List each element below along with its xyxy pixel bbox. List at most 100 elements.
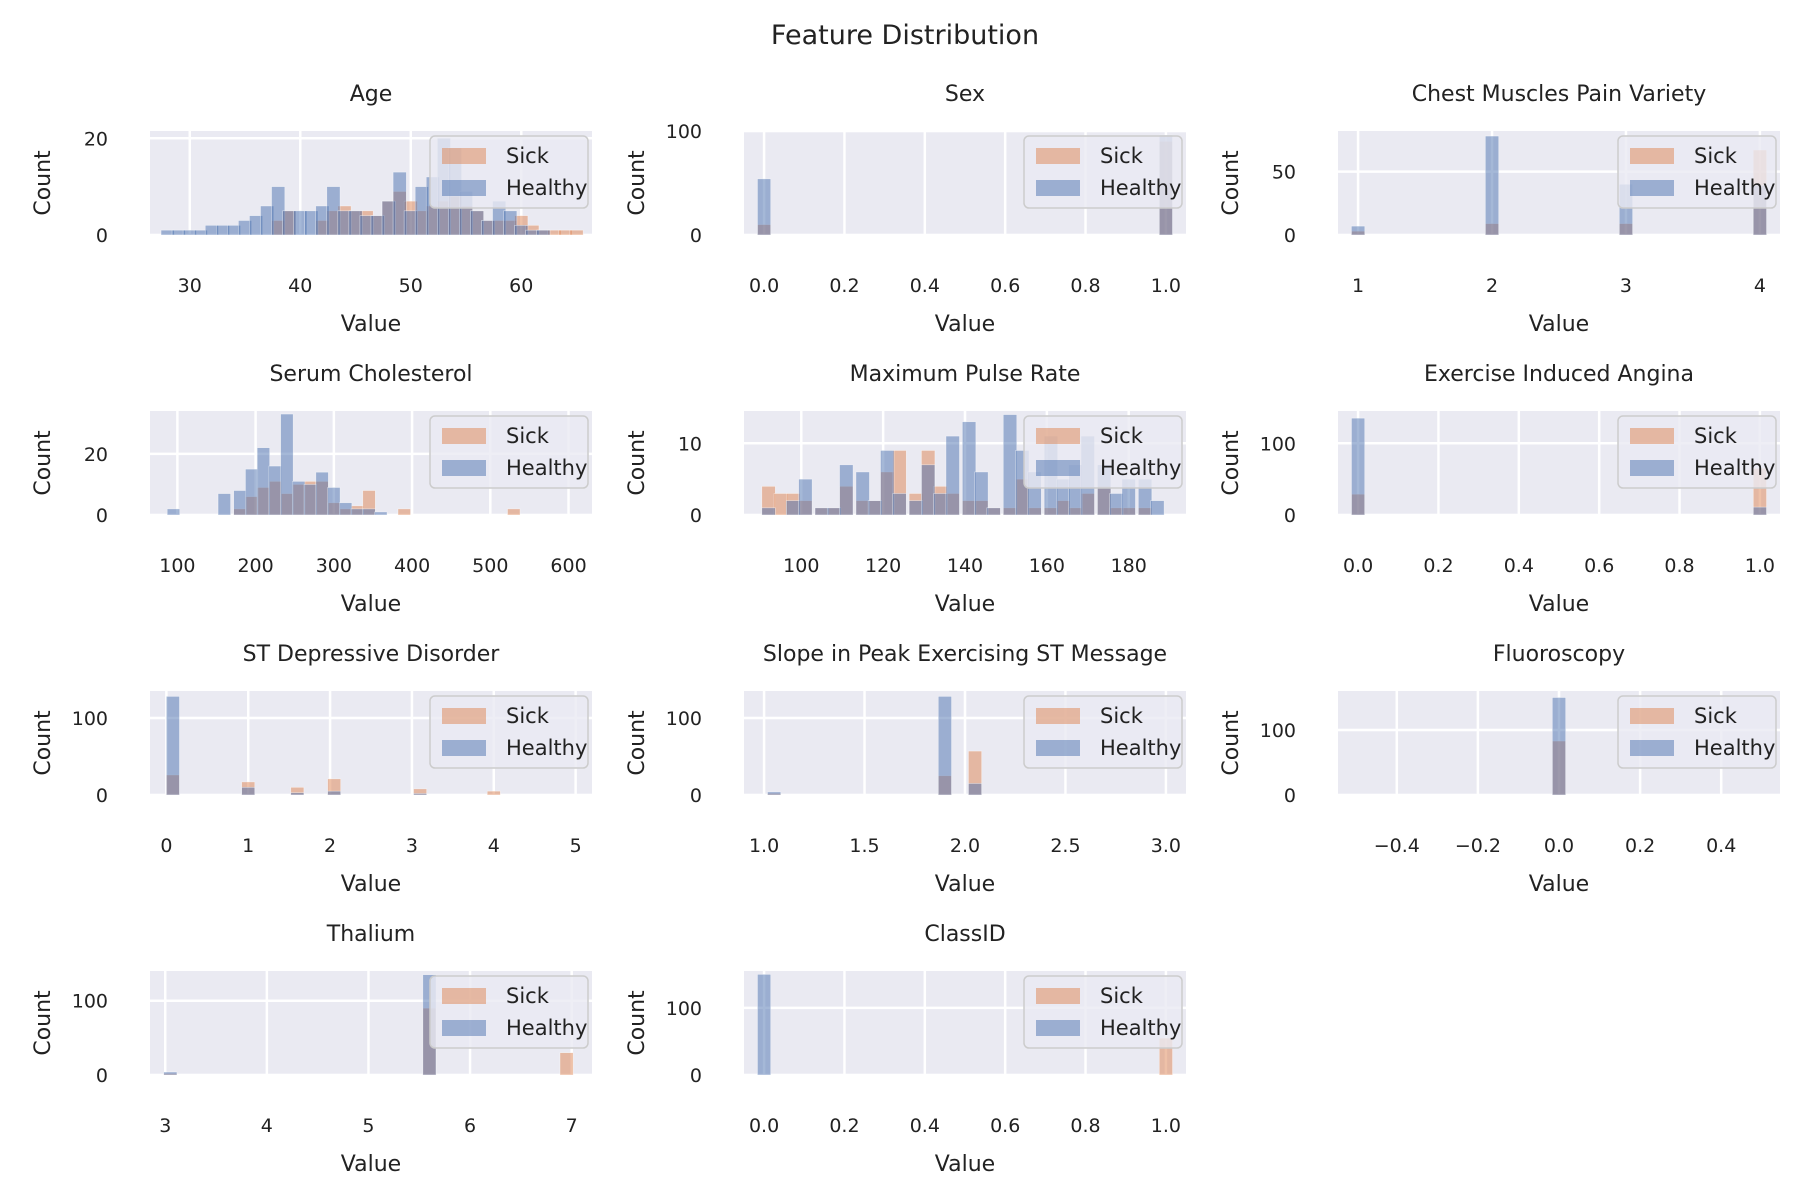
legend-swatch-sick <box>1036 148 1080 164</box>
x-tick-label: 3 <box>1620 275 1632 297</box>
x-tick-label: 3.0 <box>1151 835 1181 857</box>
legend-swatch-sick <box>442 428 486 444</box>
bar-healthy <box>268 465 282 516</box>
chart-chest-muscles-pain-variety: 1 2 3 4 0 50 Chest Muscles Pain Variety Value Co… <box>1219 82 1780 337</box>
y-tick-label: 100 <box>666 998 702 1020</box>
bar-healthy <box>1485 135 1500 236</box>
x-tick-label: 0.0 <box>749 1115 779 1137</box>
y-tick-label: 100 <box>666 708 702 730</box>
y-axis-label: Count <box>625 150 650 216</box>
x-tick-label: 0.2 <box>1625 835 1655 857</box>
y-tick-label: 100 <box>72 708 108 730</box>
bar-healthy <box>339 502 353 516</box>
bar-healthy <box>814 507 829 516</box>
x-tick-label: 0.4 <box>1706 835 1736 857</box>
chart-title: Age <box>350 82 393 107</box>
y-axis-label: Count <box>1219 430 1244 496</box>
y-tick-label: 0 <box>96 785 108 807</box>
chart-fluoroscopy: −0.4 −0.2 0.0 0.2 0.4 0 100 Fluoroscopy Value Cou… <box>1219 642 1780 897</box>
y-tick-label: 100 <box>1260 433 1296 455</box>
bar-healthy <box>921 464 936 516</box>
x-tick-label: 300 <box>316 555 352 577</box>
x-tick-label: −0.4 <box>1374 835 1420 857</box>
y-tick-label: 20 <box>84 128 108 150</box>
chart-title: Fluoroscopy <box>1493 642 1625 667</box>
legend: Sick Healthy <box>429 695 589 769</box>
legend: Sick Healthy <box>1617 695 1777 769</box>
y-tick-label: 100 <box>1260 720 1296 742</box>
bar-healthy <box>166 508 181 516</box>
x-tick-label: 0.6 <box>990 1115 1020 1137</box>
bar-healthy <box>767 791 782 796</box>
x-tick-label: 180 <box>1111 555 1147 577</box>
x-tick-label: 0.4 <box>1504 555 1534 577</box>
bar-healthy <box>166 696 180 796</box>
chart-title: Maximum Pulse Rate <box>850 362 1081 387</box>
legend-swatch-healthy <box>1630 180 1674 196</box>
legend-label-sick: Sick <box>506 704 550 728</box>
bar-healthy <box>962 421 977 516</box>
y-tick-label: 0 <box>96 1065 108 1087</box>
legend-swatch-healthy <box>442 1020 486 1036</box>
bar-healthy <box>327 790 342 796</box>
bar-sick <box>486 790 501 796</box>
legend: Sick Healthy <box>429 975 589 1049</box>
y-axis-label: Count <box>31 430 56 496</box>
bar-healthy <box>945 435 960 516</box>
legend-label-healthy: Healthy <box>1694 176 1775 200</box>
x-tick-label: 0.8 <box>1664 555 1694 577</box>
y-tick-label: 20 <box>84 444 108 466</box>
bar-healthy <box>1351 225 1366 236</box>
x-tick-label: 0.2 <box>829 1115 859 1137</box>
bar-healthy <box>892 493 907 516</box>
chart-serum-cholesterol: 100 200 300 400 500 600 0 20 Serum Cholesterol Va… <box>31 362 592 617</box>
x-tick-label: 3 <box>406 835 418 857</box>
x-tick-label: 2 <box>1486 275 1498 297</box>
bar-healthy <box>303 484 317 516</box>
bar-healthy <box>392 171 407 236</box>
bar-sick <box>397 508 411 516</box>
bar-healthy <box>757 974 772 1076</box>
legend: Sick Healthy <box>1023 135 1183 209</box>
x-tick-label: 400 <box>394 555 430 577</box>
x-axis-label: Value <box>935 312 995 337</box>
bar-healthy <box>933 493 948 516</box>
x-tick-label: 0.6 <box>1584 555 1614 577</box>
x-tick-label: 5 <box>570 835 582 857</box>
x-tick-label: 1.0 <box>1151 1115 1181 1137</box>
bar-healthy <box>761 507 776 516</box>
legend: Sick Healthy <box>1617 415 1777 489</box>
chart-title: Thalium <box>326 922 415 947</box>
legend-swatch-sick <box>1630 708 1674 724</box>
legend-label-healthy: Healthy <box>1100 736 1181 760</box>
bar-sick <box>773 493 788 516</box>
y-axis-label: Count <box>1219 710 1244 776</box>
bar-healthy <box>245 468 259 516</box>
chart-title: Exercise Induced Angina <box>1424 362 1694 387</box>
bar-healthy <box>798 478 813 516</box>
legend-swatch-healthy <box>442 460 486 476</box>
y-tick-label: 0 <box>1284 505 1296 527</box>
bar-healthy <box>1552 697 1566 796</box>
bar-healthy <box>1752 506 1767 516</box>
x-tick-label: 2.0 <box>950 835 980 857</box>
y-axis-label: Count <box>625 990 650 1056</box>
bar-sick <box>507 508 521 516</box>
chart-sex: 0.0 0.2 0.4 0.6 0.8 1.0 0 100 Sex Value Count Sick H… <box>625 82 1186 337</box>
x-tick-label: 600 <box>550 555 586 577</box>
figure-title: Feature Distribution <box>771 20 1039 51</box>
x-tick-label: 0.8 <box>1070 1115 1100 1137</box>
bar-healthy <box>908 500 923 516</box>
legend-swatch-sick <box>1036 428 1080 444</box>
legend-label-sick: Sick <box>506 144 550 168</box>
legend-label-sick: Sick <box>1694 144 1738 168</box>
x-axis-label: Value <box>935 1152 995 1177</box>
chart-st-depressive-disorder: 0 1 2 3 4 5 0 100 ST Depressive Disorder Value Cou… <box>31 642 592 897</box>
legend: Sick Healthy <box>1617 135 1777 209</box>
x-tick-label: 200 <box>237 555 273 577</box>
legend-label-healthy: Healthy <box>1694 736 1775 760</box>
y-tick-label: 0 <box>690 225 702 247</box>
y-axis-label: Count <box>31 150 56 216</box>
legend-swatch-sick <box>1630 148 1674 164</box>
x-tick-label: 4 <box>1754 275 1766 297</box>
